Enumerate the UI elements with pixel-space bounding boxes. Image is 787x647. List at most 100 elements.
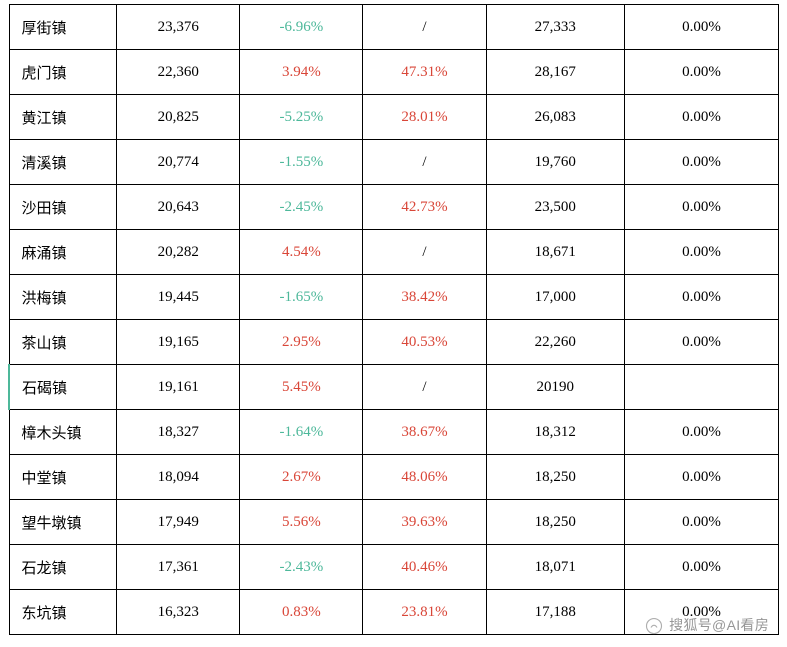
cell-value1: 19,161 xyxy=(117,365,240,410)
cell-value1: 18,094 xyxy=(117,455,240,500)
cell-pct3: 0.00% xyxy=(625,320,779,365)
cell-value1: 23,376 xyxy=(117,5,240,50)
cell-pct3 xyxy=(625,365,779,410)
cell-town: 樟木头镇 xyxy=(9,410,117,455)
cell-value1: 20,774 xyxy=(117,140,240,185)
table-row: 虎门镇22,3603.94%47.31%28,1670.00% xyxy=(9,50,779,95)
cell-pct2: 40.53% xyxy=(363,320,486,365)
cell-pct1: -1.55% xyxy=(240,140,363,185)
cell-value2: 22,260 xyxy=(486,320,625,365)
cell-pct1: 0.83% xyxy=(240,590,363,635)
cell-town: 石碣镇 xyxy=(9,365,117,410)
cell-value2: 18,671 xyxy=(486,230,625,275)
cell-pct2: / xyxy=(363,230,486,275)
cell-value1: 18,327 xyxy=(117,410,240,455)
cell-value1: 17,949 xyxy=(117,500,240,545)
cell-value2: 20190 xyxy=(486,365,625,410)
cell-town: 麻涌镇 xyxy=(9,230,117,275)
cell-pct2: 38.42% xyxy=(363,275,486,320)
cell-value2: 17,000 xyxy=(486,275,625,320)
cell-pct3: 0.00% xyxy=(625,140,779,185)
cell-town: 洪梅镇 xyxy=(9,275,117,320)
watermark-text: 搜狐号@AI看房 xyxy=(669,617,769,633)
data-table: 厚街镇23,376-6.96%/27,3330.00%虎门镇22,3603.94… xyxy=(8,4,779,635)
cell-town: 东坑镇 xyxy=(9,590,117,635)
cell-town: 黄江镇 xyxy=(9,95,117,140)
cell-pct3: 0.00% xyxy=(625,50,779,95)
cell-value1: 16,323 xyxy=(117,590,240,635)
table-row: 洪梅镇19,445-1.65%38.42%17,0000.00% xyxy=(9,275,779,320)
cell-value1: 20,282 xyxy=(117,230,240,275)
table-row: 石碣镇19,1615.45%/20190 xyxy=(9,365,779,410)
cell-pct1: -1.65% xyxy=(240,275,363,320)
cell-value2: 17,188 xyxy=(486,590,625,635)
cell-pct2: 23.81% xyxy=(363,590,486,635)
table-row: 樟木头镇18,327-1.64%38.67%18,3120.00% xyxy=(9,410,779,455)
cell-pct1: 5.45% xyxy=(240,365,363,410)
cell-pct1: -1.64% xyxy=(240,410,363,455)
cell-value1: 19,445 xyxy=(117,275,240,320)
cell-pct2: 38.67% xyxy=(363,410,486,455)
sohu-icon xyxy=(645,617,663,635)
table-row: 沙田镇20,643-2.45%42.73%23,5000.00% xyxy=(9,185,779,230)
table-row: 茶山镇19,1652.95%40.53%22,2600.00% xyxy=(9,320,779,365)
cell-value2: 18,250 xyxy=(486,455,625,500)
cell-pct2: 47.31% xyxy=(363,50,486,95)
cell-town: 中堂镇 xyxy=(9,455,117,500)
cell-value1: 20,643 xyxy=(117,185,240,230)
cell-pct3: 0.00% xyxy=(625,95,779,140)
cell-town: 厚街镇 xyxy=(9,5,117,50)
cell-pct2: 42.73% xyxy=(363,185,486,230)
cell-pct3: 0.00% xyxy=(625,455,779,500)
cell-pct1: 2.67% xyxy=(240,455,363,500)
table-row: 石龙镇17,361-2.43%40.46%18,0710.00% xyxy=(9,545,779,590)
cell-value2: 18,071 xyxy=(486,545,625,590)
cell-pct1: -2.45% xyxy=(240,185,363,230)
cell-pct1: -6.96% xyxy=(240,5,363,50)
cell-value1: 22,360 xyxy=(117,50,240,95)
cell-pct1: 5.56% xyxy=(240,500,363,545)
cell-pct2: / xyxy=(363,5,486,50)
table-row: 厚街镇23,376-6.96%/27,3330.00% xyxy=(9,5,779,50)
cell-pct2: 39.63% xyxy=(363,500,486,545)
cell-value2: 28,167 xyxy=(486,50,625,95)
cell-pct3: 0.00% xyxy=(625,5,779,50)
cell-pct1: 4.54% xyxy=(240,230,363,275)
table-row: 清溪镇20,774-1.55%/19,7600.00% xyxy=(9,140,779,185)
cell-pct2: 40.46% xyxy=(363,545,486,590)
cell-pct1: -2.43% xyxy=(240,545,363,590)
table-row: 黄江镇20,825-5.25%28.01%26,0830.00% xyxy=(9,95,779,140)
cell-pct3: 0.00% xyxy=(625,275,779,320)
cell-value2: 26,083 xyxy=(486,95,625,140)
cell-pct2: 28.01% xyxy=(363,95,486,140)
cell-pct3: 0.00% xyxy=(625,545,779,590)
cell-town: 望牛墩镇 xyxy=(9,500,117,545)
cell-town: 清溪镇 xyxy=(9,140,117,185)
cell-pct2: 48.06% xyxy=(363,455,486,500)
table-row: 望牛墩镇17,9495.56%39.63%18,2500.00% xyxy=(9,500,779,545)
cell-value2: 18,250 xyxy=(486,500,625,545)
cell-town: 虎门镇 xyxy=(9,50,117,95)
table-row: 麻涌镇20,2824.54%/18,6710.00% xyxy=(9,230,779,275)
cell-value2: 19,760 xyxy=(486,140,625,185)
cell-pct2: / xyxy=(363,140,486,185)
cell-pct1: -5.25% xyxy=(240,95,363,140)
cell-pct3: 0.00% xyxy=(625,230,779,275)
cell-pct1: 3.94% xyxy=(240,50,363,95)
table-container: 厚街镇23,376-6.96%/27,3330.00%虎门镇22,3603.94… xyxy=(0,0,787,639)
cell-pct3: 0.00% xyxy=(625,500,779,545)
cell-value1: 17,361 xyxy=(117,545,240,590)
cell-value2: 23,500 xyxy=(486,185,625,230)
cell-pct2: / xyxy=(363,365,486,410)
cell-town: 茶山镇 xyxy=(9,320,117,365)
table-body: 厚街镇23,376-6.96%/27,3330.00%虎门镇22,3603.94… xyxy=(9,5,779,635)
cell-value1: 20,825 xyxy=(117,95,240,140)
cell-pct3: 0.00% xyxy=(625,185,779,230)
cell-pct1: 2.95% xyxy=(240,320,363,365)
watermark: 搜狐号@AI看房 xyxy=(645,615,769,635)
cell-value1: 19,165 xyxy=(117,320,240,365)
table-row: 中堂镇18,0942.67%48.06%18,2500.00% xyxy=(9,455,779,500)
cell-town: 石龙镇 xyxy=(9,545,117,590)
cell-pct3: 0.00% xyxy=(625,410,779,455)
cell-town: 沙田镇 xyxy=(9,185,117,230)
